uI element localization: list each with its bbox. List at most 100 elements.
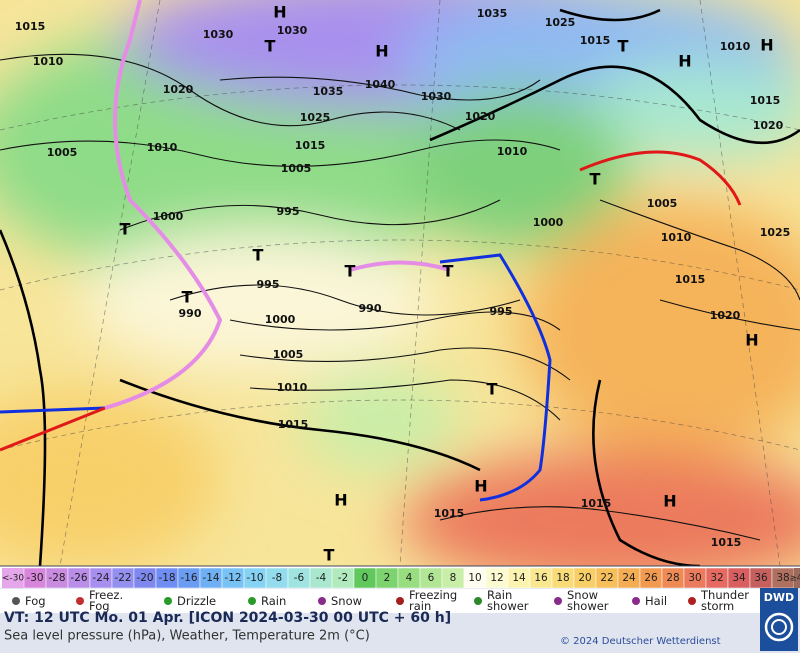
weather-icon bbox=[554, 597, 562, 605]
isobar-label: 1000 bbox=[153, 210, 184, 223]
isobar-label: 1025 bbox=[545, 16, 576, 29]
weather-legend-line: Thunder bbox=[700, 588, 749, 602]
scale-label: -8 bbox=[272, 572, 282, 584]
weather-legend-line: rain bbox=[409, 599, 431, 613]
isobar-label: 1015 bbox=[295, 139, 326, 152]
weather-icon bbox=[474, 597, 482, 605]
description: Sea level pressure (hPa), Weather, Tempe… bbox=[4, 629, 370, 644]
isobar-label: 1015 bbox=[580, 34, 611, 47]
scale-label: 30 bbox=[688, 572, 701, 584]
pressure-system: H bbox=[334, 491, 347, 510]
isobar-label: 1015 bbox=[711, 536, 742, 549]
weather-legend-line: shower bbox=[487, 599, 529, 613]
scale-label: ≥40 °C bbox=[790, 574, 800, 584]
pressure-system: H bbox=[760, 36, 773, 55]
scale-label: -10 bbox=[246, 572, 263, 584]
weather-legend-line: Hail bbox=[645, 594, 667, 608]
weather-legend-label: Hail bbox=[645, 594, 667, 608]
scale-label: -28 bbox=[48, 572, 65, 584]
isobar-label: 1010 bbox=[497, 145, 528, 158]
scale-label: -6 bbox=[294, 572, 305, 584]
weather-icon bbox=[76, 597, 84, 605]
weather-icon bbox=[396, 597, 404, 605]
pressure-system: T bbox=[590, 170, 601, 189]
isobar-label: 1005 bbox=[273, 348, 304, 361]
weather-icon bbox=[248, 597, 256, 605]
weather-legend-line: Fog bbox=[25, 594, 46, 608]
scale-label: -12 bbox=[224, 572, 241, 584]
pressure-system: T bbox=[618, 37, 629, 56]
isobar-label: 1010 bbox=[720, 40, 751, 53]
isobar-label: 1010 bbox=[33, 55, 64, 68]
isobar-label: 1015 bbox=[750, 94, 781, 107]
scale-label: 4 bbox=[406, 572, 413, 584]
isobar-label: 1010 bbox=[277, 381, 308, 394]
scale-label: 8 bbox=[450, 572, 457, 584]
scale-cell bbox=[794, 568, 800, 588]
scale-label: 12 bbox=[490, 572, 503, 584]
isobar-label: 1015 bbox=[434, 507, 465, 520]
isobar-label: 995 bbox=[257, 278, 280, 291]
weather-legend-line: Rain bbox=[261, 594, 286, 608]
scale-label: 0 bbox=[362, 572, 369, 584]
pressure-system: T bbox=[324, 546, 335, 565]
scale-label: 22 bbox=[600, 572, 613, 584]
scale-label: 18 bbox=[556, 572, 569, 584]
scale-label: -16 bbox=[180, 572, 197, 584]
pressure-system: H bbox=[663, 492, 676, 511]
weather-icon bbox=[164, 597, 172, 605]
scale-label: <-30 bbox=[2, 574, 25, 584]
isobar-label: 1020 bbox=[710, 309, 741, 322]
pressure-system: T bbox=[120, 220, 131, 239]
scale-label: 16 bbox=[534, 572, 548, 584]
weather-legend-line: shower bbox=[567, 599, 609, 613]
isobar-label: 1015 bbox=[278, 418, 309, 431]
scale-label: 2 bbox=[384, 572, 391, 584]
isobar-label: 1025 bbox=[300, 111, 331, 124]
scale-label: -22 bbox=[114, 572, 131, 584]
pressure-system: T bbox=[443, 262, 454, 281]
isobar-label: 1025 bbox=[760, 226, 791, 239]
map: 1015 1010 1030 1030 1035 1025 1015 1010 1020 1035… bbox=[0, 0, 800, 566]
weather-legend-label: Rain bbox=[261, 594, 286, 608]
dwd-logo-text: DWD bbox=[764, 591, 794, 604]
isobar-label: 1030 bbox=[277, 24, 308, 37]
isobar-label: 1015 bbox=[675, 273, 706, 286]
isobar-label: 1000 bbox=[533, 216, 564, 229]
pressure-system: T bbox=[345, 262, 356, 281]
weather-legend-line: Snow bbox=[331, 594, 362, 608]
isobar-label: 1005 bbox=[47, 146, 78, 159]
scale-label: 38 bbox=[776, 572, 789, 584]
pressure-system: H bbox=[273, 3, 286, 22]
scale-label: -20 bbox=[136, 572, 153, 584]
pressure-system: T bbox=[265, 37, 276, 56]
isobar-label: 1000 bbox=[265, 313, 296, 326]
weather-icon bbox=[688, 597, 696, 605]
weather-icon bbox=[632, 597, 640, 605]
isobar-label: 995 bbox=[277, 205, 300, 218]
scale-label: 26 bbox=[644, 572, 658, 584]
weather-icon bbox=[12, 597, 20, 605]
scale-label: -30 bbox=[26, 572, 43, 584]
weather-legend-line: Snow bbox=[567, 588, 598, 602]
weather-legend-label: Thunder storm bbox=[700, 588, 749, 613]
scale-label: 34 bbox=[732, 572, 746, 584]
pressure-system: T bbox=[182, 288, 193, 307]
weather-legend-line: Rain bbox=[487, 588, 512, 602]
weather-legend-label: Drizzle bbox=[177, 594, 216, 608]
isobar-label: 1010 bbox=[661, 231, 692, 244]
isobar-label: 995 bbox=[490, 305, 513, 318]
isobar-label: 990 bbox=[359, 302, 382, 315]
isobar-label: 1040 bbox=[365, 78, 396, 91]
weather-legend-line: storm bbox=[701, 599, 734, 613]
scale-label: 24 bbox=[622, 572, 636, 584]
weather-legend-label: Snow shower bbox=[567, 588, 609, 613]
weather-legend-line: Fog bbox=[89, 599, 110, 613]
pressure-system: H bbox=[375, 42, 388, 61]
scale-label: 14 bbox=[512, 572, 526, 584]
isobar-label: 1005 bbox=[281, 162, 312, 175]
isobar-label: 1020 bbox=[163, 83, 194, 96]
weather-legend-label: Fog bbox=[25, 594, 46, 608]
pressure-system: T bbox=[253, 246, 264, 265]
